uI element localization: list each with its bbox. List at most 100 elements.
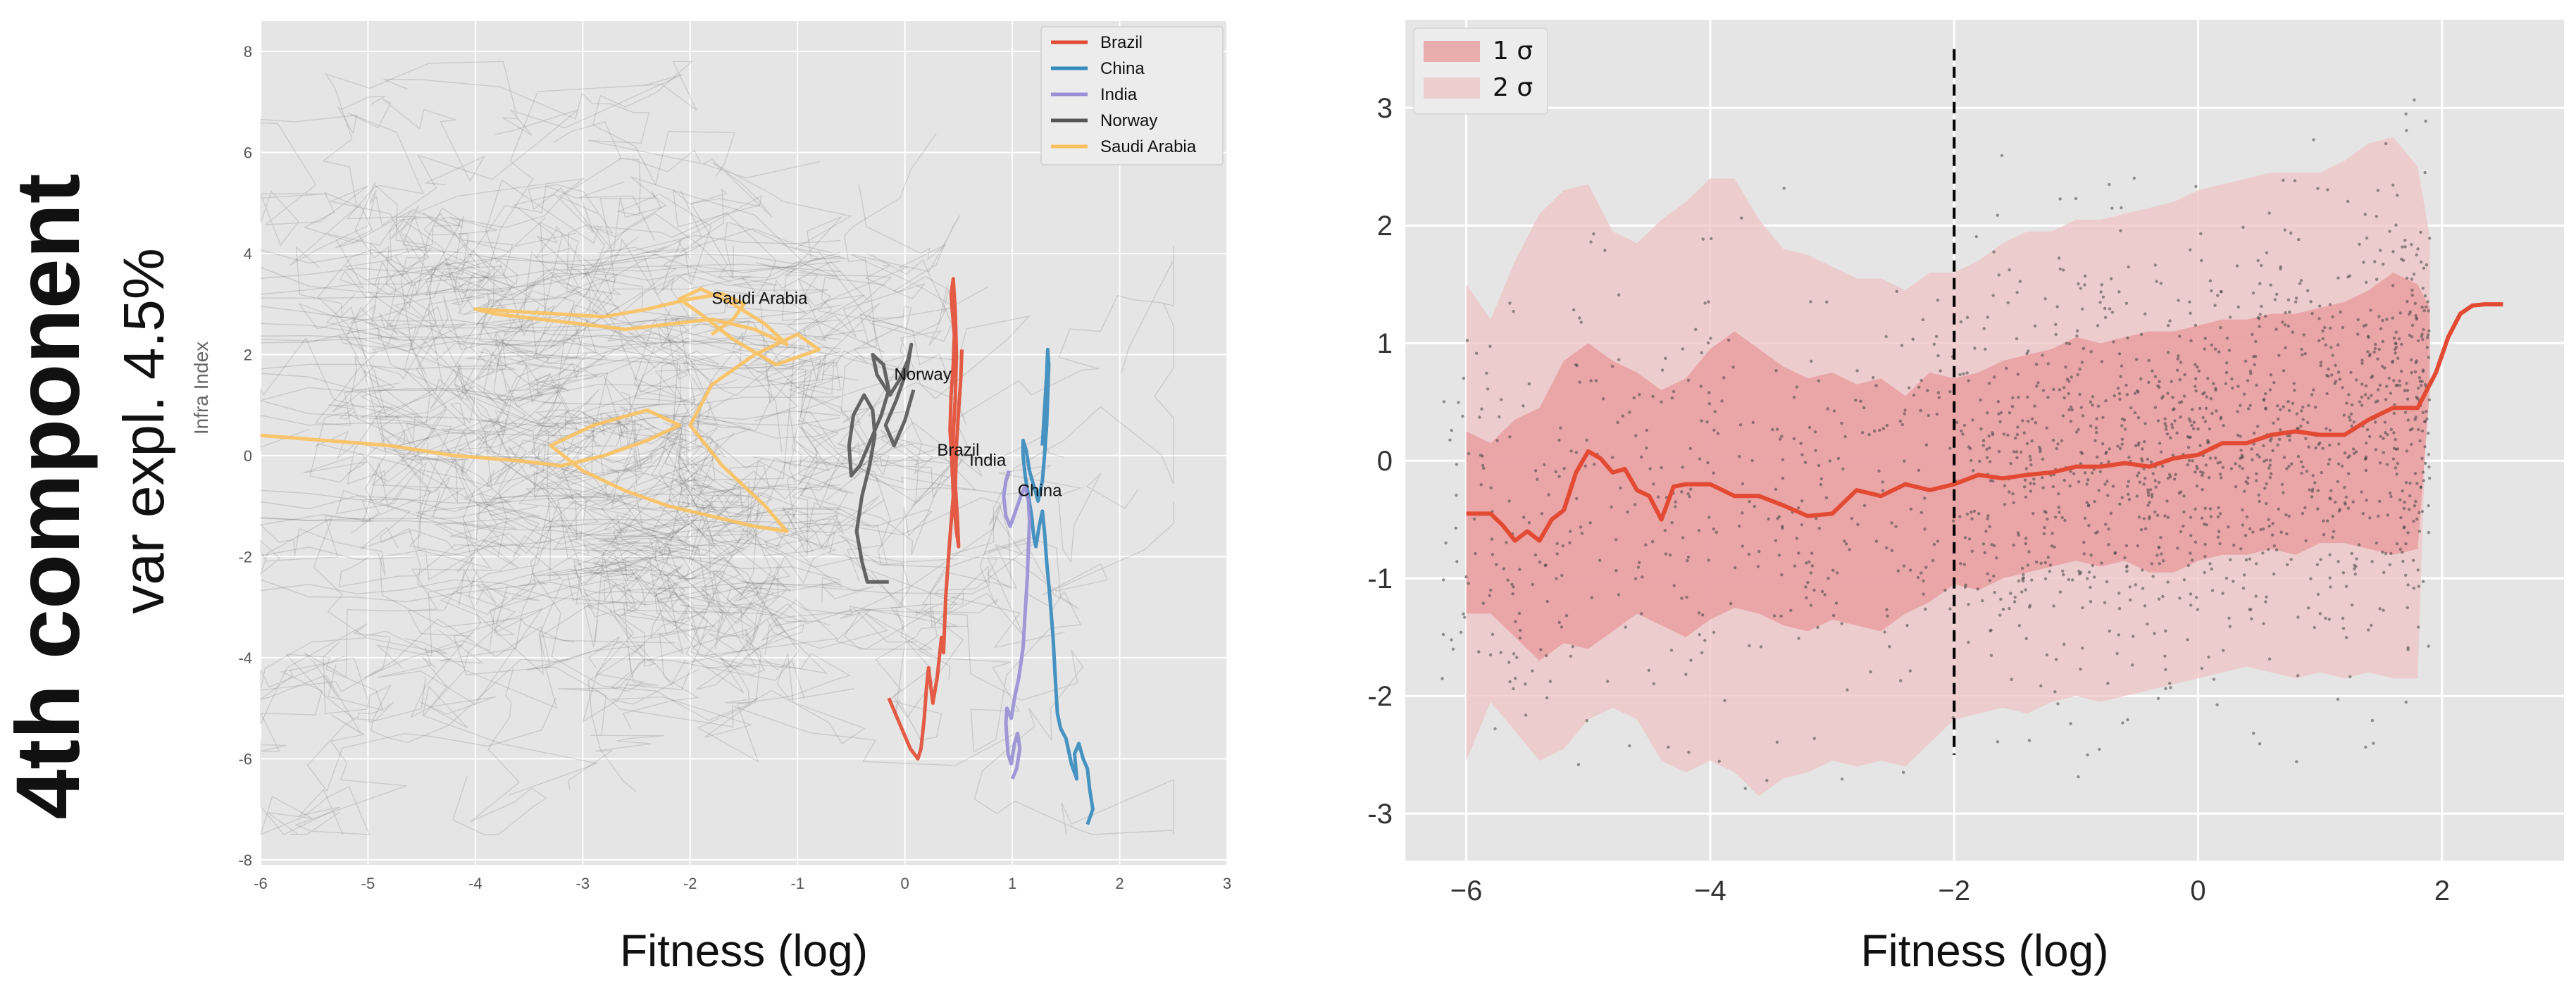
right-scatter-point [2358, 242, 2361, 246]
right-scatter-point [1538, 560, 1542, 564]
right-scatter-point [2243, 573, 2246, 577]
right-scatter-point [2213, 347, 2217, 351]
left-background-trajectory [285, 654, 557, 792]
right-scatter-point [1672, 389, 1676, 394]
right-scatter-point [2419, 485, 2423, 489]
right-scatter-point [2319, 364, 2322, 368]
right-scatter-point [2156, 419, 2160, 423]
right-scatter-point [2069, 722, 2072, 725]
left-background-trajectory [259, 96, 410, 254]
right-scatter-point [2388, 230, 2391, 233]
right-scatter-point [2411, 558, 2415, 562]
right-scatter-point [2163, 514, 2167, 518]
left-background-trajectory [409, 469, 547, 604]
right-scatter-point [1455, 494, 1458, 497]
right-scatter-point [1738, 423, 1743, 427]
left-background-trajectory [260, 623, 448, 725]
left-background-trajectory [260, 261, 841, 296]
right-scatter-point [1997, 273, 2001, 277]
right-band-1-sigma [1466, 273, 2430, 661]
right-scatter-point [2421, 470, 2425, 474]
right-scatter-point [2175, 368, 2179, 372]
right-scatter-point [2346, 456, 2350, 459]
right-scatter-point [1632, 396, 1636, 400]
right-scatter-point [2108, 447, 2111, 451]
right-scatter-point [1967, 640, 1970, 644]
right-scatter-point [1751, 420, 1755, 425]
left-background-trajectory [260, 412, 841, 434]
right-scatter-point [2201, 471, 2205, 475]
right-scatter-point [1881, 480, 1884, 484]
right-scatter-point [2194, 540, 2198, 544]
right-scatter-point [2151, 575, 2155, 578]
right-scatter-point [2415, 395, 2418, 399]
right-scatter-point [2117, 606, 2122, 611]
right-scatter-point [2080, 361, 2084, 364]
right-scatter-point [2024, 495, 2028, 499]
right-scatter-point [2077, 775, 2080, 779]
right-scatter-point [2391, 361, 2394, 364]
right-scatter-point [2031, 511, 2035, 516]
right-scatter-point [2288, 434, 2291, 438]
right-scatter-point [1540, 512, 1544, 516]
right-scatter-point [2143, 604, 2147, 608]
right-y-tick-label: -1 [1367, 563, 1393, 594]
right-x-axis-label: Fitness (log) [1860, 925, 2108, 976]
right-scatter-point [2070, 375, 2073, 379]
right-scatter-point [2420, 510, 2424, 513]
right-scatter-point [1911, 337, 1915, 341]
right-scatter-point [1669, 649, 1674, 652]
right-scatter-point [2189, 534, 2193, 537]
right-scatter-point [1807, 425, 1812, 430]
right-scatter-point [2225, 576, 2229, 580]
right-scatter-point [2414, 361, 2418, 365]
right-scatter-point [2273, 298, 2277, 301]
right-scatter-point [2159, 282, 2163, 285]
right-scatter-point [1562, 466, 1566, 470]
right-scatter-point [1803, 461, 1807, 464]
right-scatter-point [2239, 547, 2243, 551]
right-scatter-point [2385, 433, 2389, 437]
right-scatter-point [2159, 450, 2163, 454]
right-scatter-point [2195, 484, 2199, 488]
right-scatter-point [2350, 403, 2354, 406]
right-scatter-point [2406, 389, 2409, 392]
right-scatter-point [2083, 283, 2086, 287]
right-scatter-point [2203, 391, 2206, 394]
right-scatter-point [1508, 435, 1512, 439]
left-background-trajectory [732, 277, 887, 395]
right-scatter-point [2378, 249, 2382, 252]
right-scatter-point [2403, 411, 2408, 414]
right-scatter-point [2260, 304, 2263, 308]
right-scatter-point [2158, 562, 2161, 566]
right-scatter-point [2121, 721, 2124, 725]
right-scatter-point [2058, 511, 2061, 514]
right-scatter-point [1797, 506, 1800, 510]
right-scatter-point [2117, 352, 2122, 356]
right-scatter-point [2239, 449, 2243, 452]
right-scatter-point [2383, 366, 2387, 370]
right-scatter-point [2258, 313, 2262, 316]
right-scatter-point [2118, 502, 2122, 506]
right-scatter-point [2301, 465, 2305, 469]
right-scatter-point [2136, 544, 2139, 548]
right-scatter-point [2246, 407, 2251, 411]
left-annotation: China [1018, 481, 1062, 500]
right-scatter-point [1883, 630, 1886, 634]
right-scatter-point [2054, 323, 2058, 326]
right-scatter-point [1457, 401, 1460, 404]
right-scatter-point [2418, 380, 2422, 383]
right-scatter-point [1707, 558, 1710, 562]
right-scatter-point [1805, 596, 1808, 599]
right-scatter-point [1841, 467, 1845, 470]
right-scatter-point [2127, 480, 2130, 483]
right-scatter-point [1961, 432, 1965, 436]
right-scatter-point [1647, 668, 1650, 672]
right-scatter-point [2241, 467, 2244, 470]
left-background-trajectory [531, 351, 822, 556]
right-scatter-point [2133, 392, 2137, 395]
right-scatter-point [2168, 682, 2172, 685]
right-scatter-point [2165, 432, 2170, 436]
right-scatter-point [2068, 484, 2072, 488]
right-scatter-point [1592, 232, 1595, 236]
